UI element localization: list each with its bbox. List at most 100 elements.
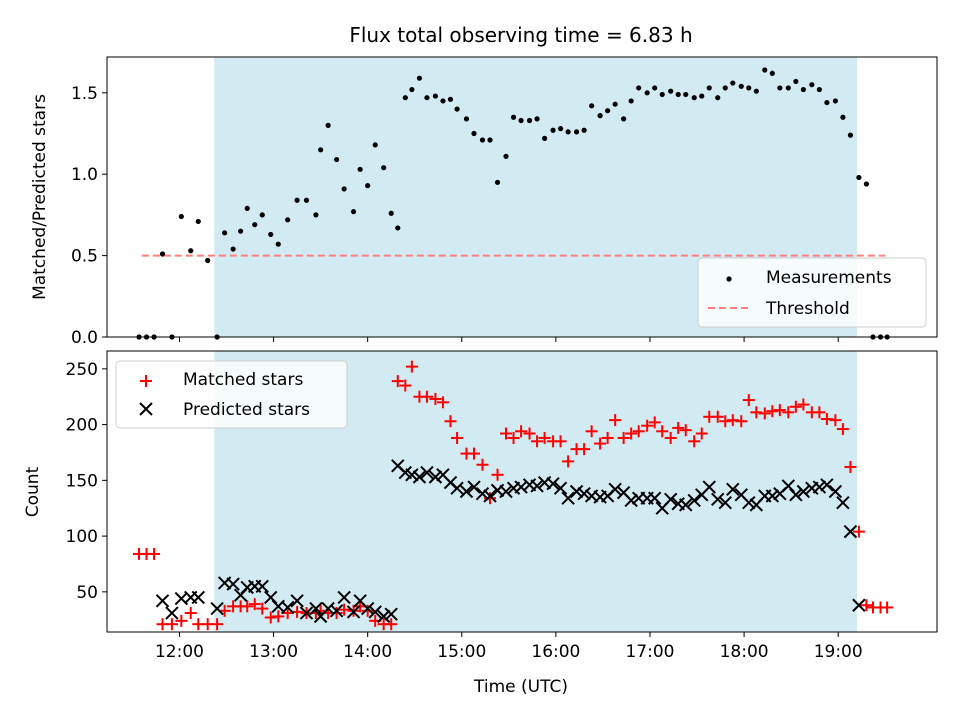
predicted-star-point: [561, 491, 575, 505]
predicted-star-point: [726, 482, 740, 496]
matched-star-point: [773, 404, 786, 417]
bottom-chart: 12:00 13:00 14:00 15:00 16:00 17:00 18:00 19:00…: [23, 350, 938, 697]
matched-star-point: [241, 600, 254, 613]
top-axes-frame: [106, 56, 938, 338]
matched-star-point: [789, 400, 802, 413]
measurement-point: [334, 156, 340, 163]
predicted-star-point: [843, 524, 858, 539]
matched-star-point: [672, 421, 685, 434]
predicted-star-point: [360, 601, 375, 616]
measurement-point: [259, 212, 265, 218]
predicted-star-point: [514, 480, 528, 494]
matched-star-point: [391, 375, 404, 388]
measurement-point: [683, 91, 689, 98]
predicted-star-point: [420, 465, 434, 480]
matched-star-point: [338, 603, 351, 616]
legend-measurements-label: Measurements: [766, 268, 892, 288]
measurement-point: [722, 85, 728, 91]
predicted-star-point: [475, 487, 490, 501]
measurement-point: [550, 127, 556, 133]
measurement-point: [856, 174, 862, 181]
matched-star-point: [766, 405, 779, 418]
predicted-star-point: [718, 495, 732, 510]
measurement-point: [463, 116, 470, 122]
predicted-stars-points: [155, 459, 866, 624]
predicted-star-point: [405, 468, 419, 482]
matched-star-point: [641, 419, 654, 432]
matched-star-point: [735, 415, 748, 428]
matched-star-point: [609, 414, 622, 427]
measurement-point: [510, 114, 517, 120]
measurement-point: [409, 86, 415, 93]
measurement-point: [372, 142, 378, 148]
matched-star-point: [578, 443, 591, 456]
measurement-point: [621, 116, 627, 122]
matched-star-point: [531, 435, 544, 448]
predicted-star-point: [191, 590, 205, 605]
matched-star-point: [679, 424, 692, 437]
bottom-y-ticks: 50 100 150 200 250: [66, 360, 107, 603]
matched-star-point: [436, 396, 449, 409]
matched-star-point: [165, 618, 178, 631]
matched-star-point: [491, 468, 504, 481]
measurement-point: [381, 165, 387, 171]
measurement-point: [432, 93, 439, 99]
predicted-star-point: [321, 601, 335, 616]
matched-star-point: [625, 427, 638, 440]
top-y-axis-label: Matched/Predicted stars: [30, 94, 50, 300]
bottom-y-tick-label: 100: [66, 527, 98, 547]
measurement-point: [188, 248, 194, 254]
matched-star-point: [562, 455, 575, 468]
matched-star-point: [500, 427, 513, 440]
measurement-point: [222, 230, 228, 236]
matched-star-point: [601, 431, 614, 444]
bottom-y-tick-label: 200: [66, 416, 98, 436]
matched-star-point: [515, 425, 528, 438]
measurement-point: [715, 95, 721, 101]
measurement-point: [746, 85, 752, 91]
bottom-axes-frame: [106, 350, 938, 633]
bottom-y-tick-label: 250: [66, 360, 98, 380]
measurement-point: [753, 88, 759, 94]
x-tick-label: 17:00: [625, 642, 674, 662]
matched-star-point: [594, 437, 607, 450]
predicted-star-point: [546, 476, 560, 491]
predicted-star-point: [299, 606, 314, 620]
measurement-point: [318, 147, 324, 153]
x-tick-label: 12:00: [155, 642, 204, 662]
measurement-point: [800, 86, 806, 93]
predicted-star-point: [711, 492, 725, 507]
x-tick-label: 13:00: [249, 642, 298, 662]
measurement-point: [809, 82, 815, 88]
predicted-star-point: [376, 609, 391, 624]
measurement-point: [534, 116, 540, 122]
measurement-point: [730, 80, 736, 86]
legend-matched-label: Matched stars: [183, 370, 303, 390]
predicted-star-point: [346, 605, 361, 619]
bottom-legend: Matched stars Predicted stars: [115, 360, 348, 429]
matched-star-point: [211, 618, 224, 631]
matched-star-point: [742, 394, 755, 407]
top-chart: 0.0 0.5 1.0 1.5 Flux total observing time =…: [30, 23, 938, 348]
top-y-tick-label: 0.5: [71, 247, 98, 267]
matched-star-point: [148, 547, 161, 560]
matched-star-point: [719, 415, 732, 428]
matched-star-point: [256, 602, 269, 615]
predicted-star-point: [789, 488, 803, 502]
legend-threshold-label: Threshold: [765, 299, 850, 319]
measurement-point: [636, 85, 642, 91]
predicted-star-point: [226, 577, 240, 591]
measurement-point: [325, 122, 331, 128]
measurement-point: [238, 228, 244, 234]
measurement-point: [526, 117, 533, 124]
predicted-star-point: [687, 493, 701, 508]
measurement-point: [777, 85, 783, 91]
measurement-point: [494, 179, 501, 185]
matched-star-point: [405, 360, 418, 373]
bottom-y-tick-label: 150: [66, 471, 98, 491]
measurement-point: [675, 91, 681, 98]
predicted-star-point: [280, 600, 295, 615]
legend-matched-marker: [140, 375, 152, 387]
measurement-point: [252, 222, 258, 228]
chart-title: Flux total observing time = 6.83 h: [349, 23, 692, 47]
